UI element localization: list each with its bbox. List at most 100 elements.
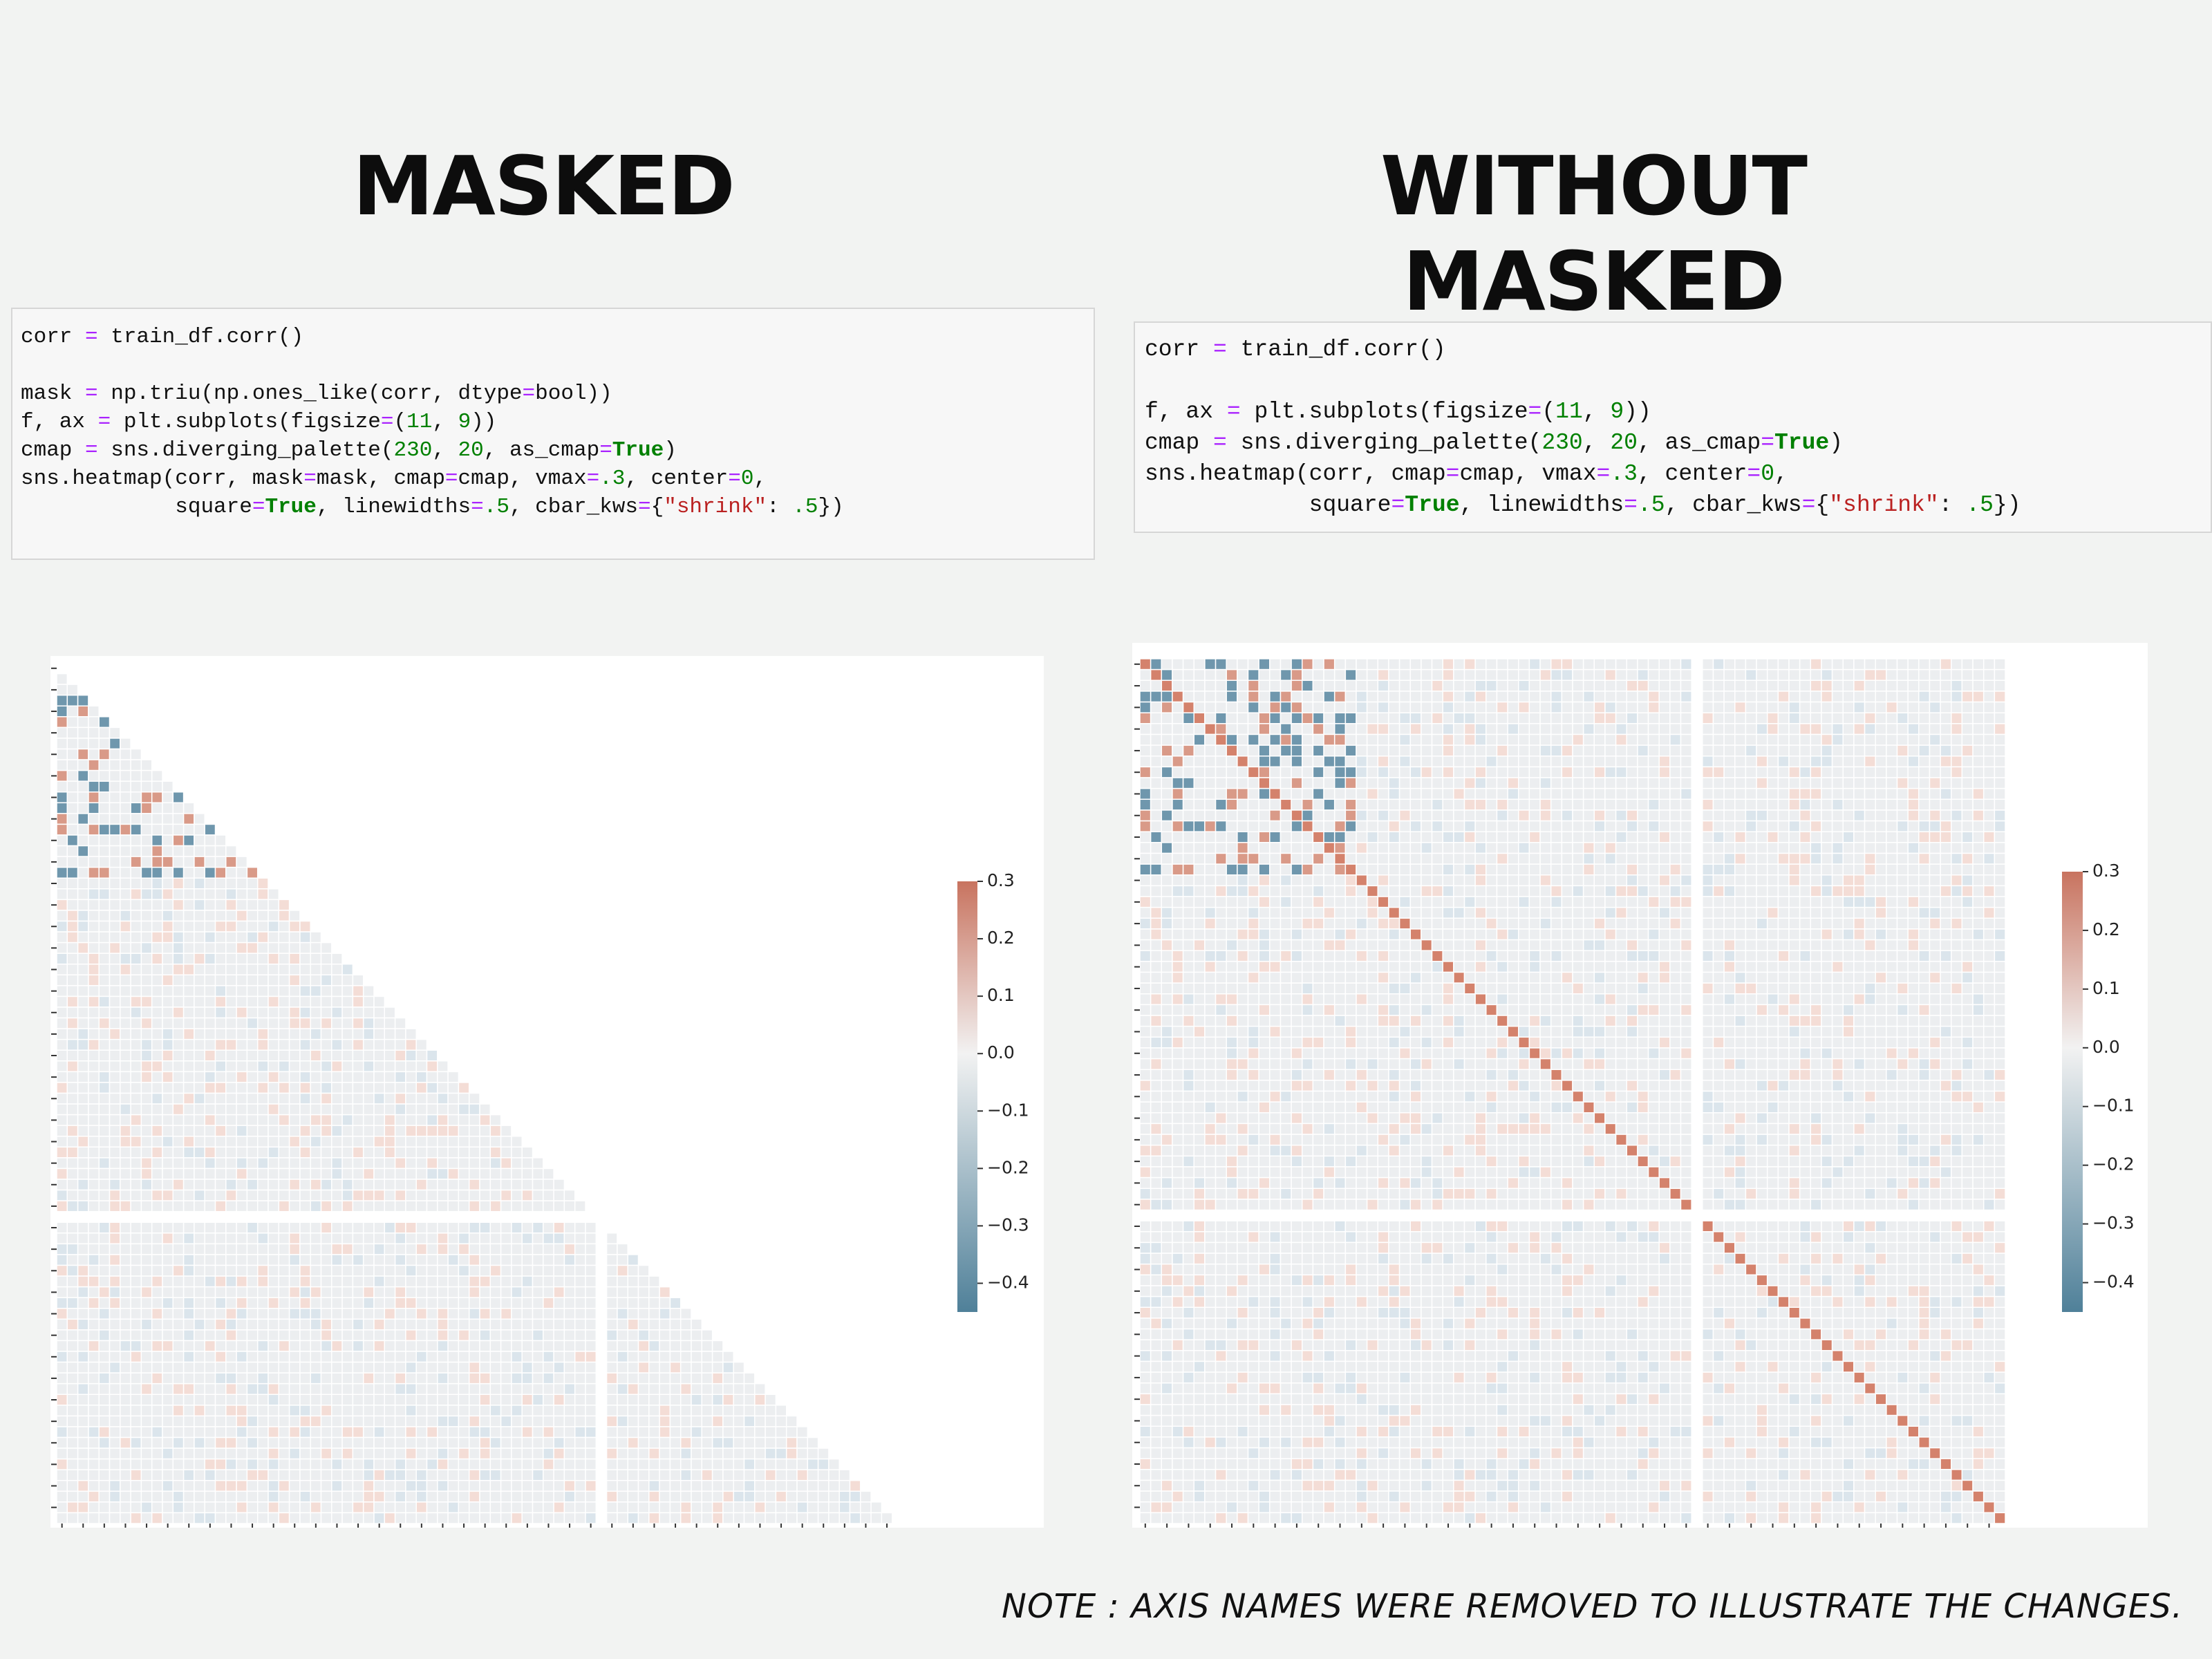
heatmap-cell [1139,755,1152,768]
heatmap-cell [268,899,280,911]
heatmap-cell [77,1426,89,1438]
heatmap-cell [1766,679,1779,692]
heatmap-cell [182,1254,195,1266]
heatmap-cell [1615,766,1627,778]
heatmap-cell [246,1006,259,1019]
heatmap-cell [458,1329,470,1342]
heatmap-cell [204,953,216,965]
heatmap-cell [1150,723,1163,735]
heatmap-cell [236,1082,248,1094]
heatmap-cell [278,1297,290,1309]
heatmap-cell [182,1469,195,1481]
heatmap-cell [1572,691,1584,703]
heatmap-cell [1669,809,1682,822]
heatmap-cell [585,1318,597,1331]
heatmap-cell [1442,744,1454,757]
heatmap-cell [447,1189,460,1201]
heatmap-cell [1333,809,1347,822]
heatmap-cell [236,1405,248,1417]
heatmap-cell [204,1071,216,1083]
heatmap-cell [585,1394,597,1406]
heatmap-cell [1269,712,1282,724]
heatmap-cell [1344,842,1357,854]
heatmap-cell [1702,744,1714,757]
heatmap-cell [77,1060,89,1073]
heatmap-cell [66,964,79,976]
heatmap-cell [1994,668,2006,682]
heatmap-cell [1766,787,1779,800]
heatmap-cell [299,1243,311,1255]
heatmap-cell [1431,668,1443,682]
heatmap-cell [151,823,163,836]
heatmap-cell [1388,755,1400,768]
heatmap-cell [130,985,142,997]
heatmap-cell [331,985,343,997]
heatmap-cell [1323,896,1335,908]
heatmap-cell [1572,874,1584,887]
heatmap-cell [98,1286,111,1298]
heatmap-cell [1853,798,1866,811]
heatmap-cell [352,1254,364,1266]
heatmap-cell [268,1049,280,1062]
heatmap-cell [1756,712,1768,724]
heatmap-cell [775,1480,787,1492]
heatmap-cell [1658,733,1671,746]
heatmap-cell [1398,874,1412,887]
heatmap-cell [214,877,227,890]
heatmap-cell [120,1264,131,1277]
heatmap-cell [299,1415,311,1427]
heatmap-cell [172,1351,185,1363]
heatmap-cell [98,910,111,922]
heatmap-cell [1712,668,1725,682]
heatmap-cell [1302,787,1314,800]
heatmap-cell [352,1200,364,1212]
heatmap-cell [1280,820,1292,832]
heatmap-cell [1312,712,1324,724]
heatmap-cell [1875,863,1887,876]
heatmap-cell [236,1458,248,1470]
heatmap-cell [415,1092,428,1105]
heatmap-cell [320,1329,332,1342]
heatmap-cell [246,1501,259,1514]
heatmap-cell [606,1426,618,1438]
heatmap-cell [384,1114,396,1126]
heatmap-cell [606,1512,618,1524]
heatmap-cell [88,941,100,954]
heatmap-cell [489,1458,502,1470]
heatmap-cell [1961,723,1974,735]
heatmap-cell [162,845,174,857]
heatmap-cell [627,1382,639,1395]
heatmap-cell [637,1490,650,1503]
heatmap-cell [130,1275,142,1288]
heatmap-cell [140,1221,153,1234]
heatmap-cell [543,1286,554,1298]
heatmap-cell [1247,777,1259,789]
heatmap-cell [1647,701,1660,713]
heatmap-cell [553,1254,565,1266]
heatmap-cell [268,1082,280,1094]
heatmap-cell [1333,852,1347,865]
heatmap-cell [1615,744,1627,757]
heatmap-cell [1302,798,1314,811]
heatmap-cell [373,1221,386,1234]
heatmap-cell [574,1254,586,1266]
heatmap-cell [1604,668,1617,682]
heatmap-cell [331,1329,343,1342]
heatmap-cell [415,1125,428,1137]
heatmap-cell [56,1286,68,1298]
heatmap-cell [225,985,237,997]
heatmap-cell [1356,668,1368,682]
heatmap-cell [1593,874,1606,887]
heatmap-cell [98,1254,111,1266]
heatmap-cell [1474,798,1487,811]
heatmap-cell [214,1458,227,1470]
heatmap-cell [711,1394,724,1406]
heatmap-cell [489,1436,502,1449]
heatmap-cell [1593,679,1606,692]
heatmap-cell [1777,777,1790,789]
heatmap-cell [1680,668,1692,682]
heatmap-cell [722,1426,734,1438]
heatmap-cell [214,1318,227,1331]
heatmap-cell [447,1071,460,1083]
heatmap-cell [1615,831,1627,843]
